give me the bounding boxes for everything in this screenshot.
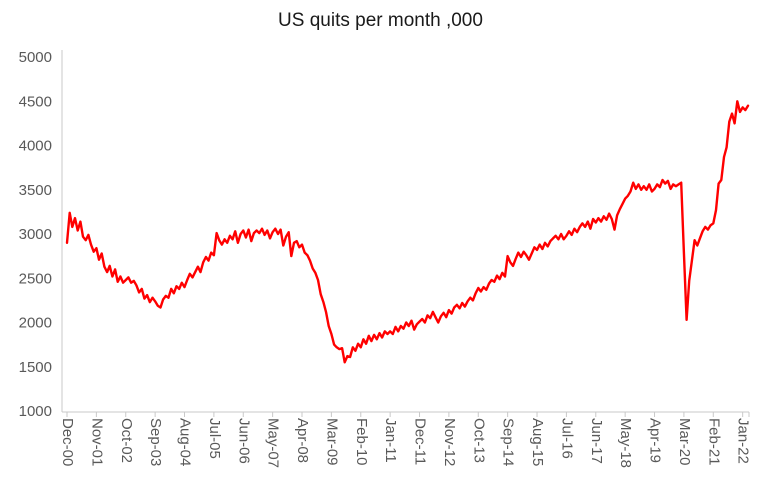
y-axis-label: 1000 <box>19 403 52 420</box>
y-axis-label: 1500 <box>19 359 52 376</box>
x-axis-label: Jun-06 <box>235 418 252 464</box>
x-axis-label: Dec-00 <box>59 418 76 466</box>
y-axis-label: 4000 <box>19 138 52 155</box>
x-axis-label: Feb-10 <box>353 418 370 466</box>
x-axis-label: Oct-13 <box>470 418 487 463</box>
x-axis-label: Mar-09 <box>323 418 340 466</box>
y-axis-label: 5000 <box>19 49 52 66</box>
x-axis-label: Aug-15 <box>529 418 546 466</box>
y-axis-label: 3500 <box>19 182 52 199</box>
y-axis-label: 2000 <box>19 315 52 332</box>
x-axis-label: Jul-05 <box>206 418 223 459</box>
x-axis-label: Jan-22 <box>735 418 752 464</box>
x-axis-label: Sep-03 <box>147 418 164 466</box>
y-axis-label: 3000 <box>19 226 52 243</box>
x-axis-label: Jan-11 <box>382 418 399 463</box>
y-axis-label: 4500 <box>19 93 52 110</box>
quits-line-series <box>65 100 750 364</box>
x-axis-label: May-18 <box>617 418 634 468</box>
x-axis-label: Feb-21 <box>705 418 722 466</box>
x-axis-label: Aug-04 <box>177 418 194 466</box>
x-axis-label: Apr-19 <box>647 418 664 463</box>
x-axis-label: Nov-01 <box>88 418 105 466</box>
x-axis-label: May-07 <box>265 418 282 468</box>
x-axis-label: Oct-02 <box>118 418 135 463</box>
y-axis-label: 2500 <box>19 270 52 287</box>
x-axis-label: Jul-16 <box>558 418 575 459</box>
x-axis-label: Dec-11 <box>412 418 429 465</box>
x-axis-label: Nov-12 <box>441 418 458 466</box>
x-axis-label: Mar-20 <box>676 418 693 466</box>
chart-title: US quits per month ,000 <box>278 10 483 31</box>
x-axis-label: Sep-14 <box>500 418 517 466</box>
x-axis-label: Apr-08 <box>294 418 311 463</box>
x-axis-label: Jun-17 <box>588 418 605 464</box>
